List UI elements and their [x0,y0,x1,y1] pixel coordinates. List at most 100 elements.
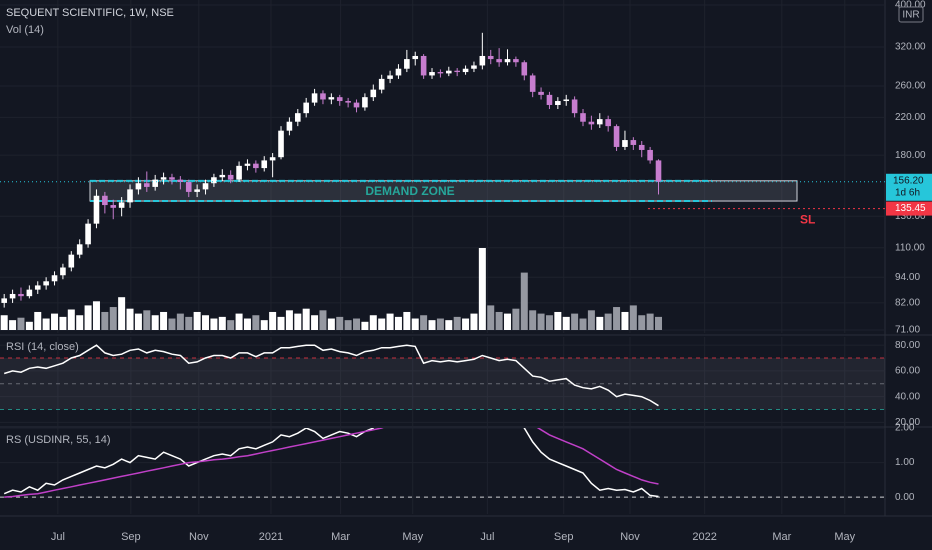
candle-body [387,75,393,79]
y-tick-label: 2.00 [895,423,915,434]
y-tick-label: 20.00 [895,417,920,428]
volume-bar [655,316,663,330]
candle-body [244,163,251,166]
candle-body [345,101,351,103]
volume-bar [445,320,453,330]
volume-bar [243,318,251,330]
series-line [3,344,659,407]
candle-body [135,183,142,190]
y-tick-label: 1.00 [895,457,915,468]
candle-body [253,163,259,169]
volume-bar [168,318,176,330]
volume-bar [504,313,512,330]
candle-body [303,102,309,114]
volume-bar [386,313,394,330]
volume-bar [327,318,335,330]
volume-bar [436,318,444,330]
candle-body [630,140,637,145]
candle-body [185,182,192,192]
candle-body [127,189,133,203]
candle-body [638,144,645,150]
volume-bar [210,318,218,330]
zone-label: DEMAND ZONE [365,184,454,198]
y-tick-label: 180.00 [895,150,926,161]
candle-body [404,59,410,69]
volume-bar [344,320,352,330]
chart-title: SEQUENT SCIENTIFIC, 1W, NSE [6,7,174,19]
series-line [3,428,659,498]
volume-bar [34,311,42,330]
candle-body [353,102,360,108]
candle-body [555,101,561,105]
volume-bar [109,307,117,330]
candle-body [169,177,175,180]
volume-bar [134,313,142,330]
candle-body [521,62,528,76]
candle-body [18,293,24,297]
stop-loss-text: SL [800,213,815,227]
candle-body [655,160,662,182]
volume-bar [218,316,226,330]
volume-bar [537,313,545,330]
candle-body [412,55,419,60]
candle-body [261,160,268,169]
volume-bar [378,318,386,330]
volume-bar [487,305,495,330]
stop-loss-label: 135.45 [895,203,926,214]
candle-body [588,121,595,125]
volume-bar [579,318,587,330]
candle-body [219,174,226,178]
volume-bar [621,311,629,330]
candle-body [580,113,586,122]
x-tick-label: 2022 [692,531,716,543]
x-tick-label: May [834,531,855,543]
candle-body [328,97,335,100]
volume-bar [17,317,25,330]
volume-bar [9,320,17,330]
candle-body [227,174,234,180]
candle-body [546,94,553,105]
candle-body [538,91,544,95]
y-tick-label: 82.00 [895,298,920,309]
x-tick-label: Sep [121,531,141,543]
candle-body [605,119,611,127]
candle-body [320,93,326,100]
candle-body [504,59,511,63]
y-tick-label: 400.00 [895,0,926,11]
candle-body [563,99,570,102]
volume-bar [126,308,134,330]
volume-bar [361,321,369,330]
y-tick-label: 94.00 [895,272,920,283]
volume-bar [596,316,604,330]
y-tick-label: 110.00 [895,242,925,253]
volume-bar [202,315,210,330]
volume-bar [143,310,151,330]
candle-body [647,149,653,161]
last-price-box [886,173,932,201]
candle-body [68,254,75,268]
volume-bar [336,316,344,330]
volume-bar [554,311,562,330]
volume-bar [512,308,520,330]
candle-body [194,189,200,192]
volume-bar [495,311,503,330]
x-tick-label: 2021 [259,531,283,543]
countdown: 1d 6h [895,187,920,198]
candle-body [152,179,158,187]
candle-body [9,293,16,299]
candle-body [311,93,318,103]
volume-bar [369,315,377,330]
volume-bar [562,316,570,330]
candle-body [76,244,83,255]
volume-bar [411,318,419,330]
volume-bar [428,320,436,330]
x-tick-label: Mar [331,531,350,543]
volume-bar [311,315,319,330]
last-price-label: 156.20 [893,175,924,186]
candle-body [85,223,91,245]
volume-bar [319,310,327,330]
candle-body [1,298,7,303]
volume-bar [285,310,293,330]
